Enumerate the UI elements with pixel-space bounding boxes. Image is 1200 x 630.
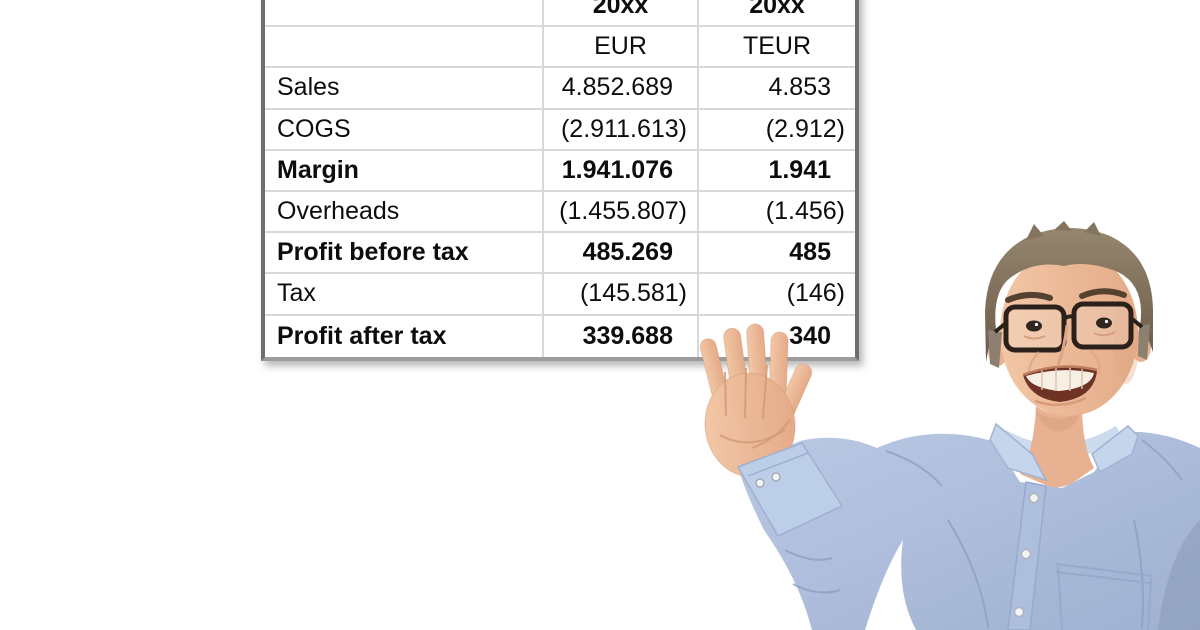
- year-header-teur: 20xx: [697, 0, 855, 28]
- corner-cell: [265, 27, 542, 69]
- cell-cogs-eur: (2.911.613): [542, 109, 697, 151]
- cell-cogs-teur: (2.912): [697, 109, 855, 151]
- collar-left-leaf: [989, 422, 1048, 482]
- year-header-eur: 20xx: [542, 0, 697, 28]
- shirt-pocket: [1055, 563, 1153, 630]
- shirt-buttons: [1013, 492, 1040, 618]
- presenter-photo: [699, 221, 1200, 630]
- cell-profit-after-tax-eur: 339.688: [542, 315, 697, 357]
- underarm-shadow: [1158, 520, 1200, 630]
- cell-overheads-eur: (1.455.807): [542, 191, 697, 234]
- row-label-sales: Sales: [265, 68, 542, 110]
- hair: [985, 228, 1153, 362]
- collar-right-leaf: [1091, 425, 1139, 474]
- cell-margin-eur: 1.941.076: [542, 150, 697, 192]
- shirt-cuff: [736, 442, 844, 537]
- row-label-tax: Tax: [265, 274, 542, 316]
- cell-sales-eur: 4.852.689: [542, 68, 697, 110]
- row-label-profit-after-tax: Profit after tax: [265, 315, 542, 357]
- row-label-cogs: COGS: [265, 109, 542, 151]
- eyebrows: [1005, 288, 1127, 303]
- presenter-hand: [699, 323, 813, 478]
- row-label-profit-before-tax: Profit before tax: [265, 233, 542, 275]
- cell-margin-teur: 1.941: [697, 150, 855, 192]
- cell-profit-before-tax-teur: 485: [697, 233, 855, 275]
- row-label-margin: Margin: [265, 150, 542, 192]
- eyes: [1023, 317, 1116, 340]
- smiling-mouth: [1022, 365, 1098, 407]
- presenter-shirt: [738, 426, 1200, 630]
- presenter-neck: [989, 404, 1139, 488]
- cell-tax-teur: (146): [697, 274, 855, 316]
- corner-cell: [265, 0, 542, 28]
- collar-stand: [998, 426, 1124, 459]
- cell-tax-eur: (145.581): [542, 274, 697, 316]
- cell-sales-teur: 4.853: [697, 68, 855, 110]
- unit-header-teur: TEUR: [697, 27, 855, 69]
- cell-profit-before-tax-eur: 485.269: [542, 233, 697, 275]
- presenter-head: [985, 221, 1153, 416]
- cell-overheads-teur: (1.456): [697, 191, 855, 234]
- unit-header-eur: EUR: [542, 27, 697, 69]
- row-label-overheads: Overheads: [265, 191, 542, 234]
- table-grid: 20xx 20xx EUR TEUR Sales 4.852.689 4.853…: [265, 0, 855, 357]
- profit-and-loss-table: 20xx 20xx EUR TEUR Sales 4.852.689 4.853…: [261, 0, 859, 361]
